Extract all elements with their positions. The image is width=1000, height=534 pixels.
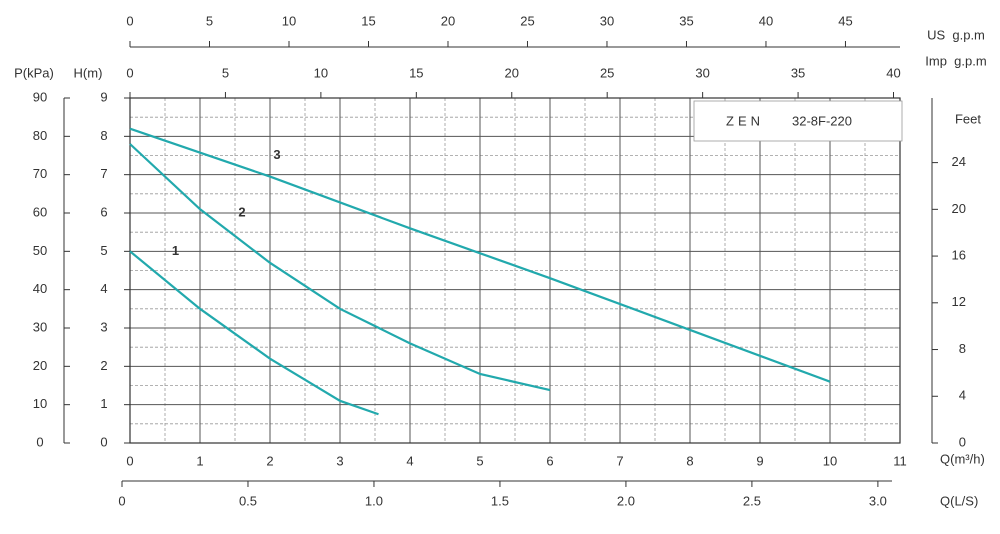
y-tick-label: 8 [100,128,107,143]
curve-label: 1 [172,243,179,258]
axis-tick-label: 80 [33,128,47,143]
x-tick-label: 7 [616,453,623,468]
axis-tick-label: 12 [952,294,966,309]
axis-tick-label: 20 [505,65,519,80]
axis-tick-label: 90 [33,89,47,104]
axis-tick-label: 35 [679,13,693,28]
axis-tick-label: 20 [33,358,47,373]
x-tick-label: 8 [686,453,693,468]
x-tick-label: 5 [476,453,483,468]
axis-tick-label: 25 [520,13,534,28]
y-tick-label: 6 [100,204,107,219]
axis-tick-label: 5 [206,13,213,28]
axis-tick-label: 8 [959,341,966,356]
axis-tick-label: 15 [409,65,423,80]
x-tick-label: 0 [126,453,133,468]
axis-tick-label: 0 [126,65,133,80]
axis-label: US g.p.m [927,27,985,42]
axis-tick-label: 15 [361,13,375,28]
axis-tick-label: 35 [791,65,805,80]
logo-box [693,100,903,142]
axis-tick-label: 70 [33,166,47,181]
axis-tick-label: 0 [126,13,133,28]
axis-tick-label: 5 [222,65,229,80]
brand: ZEN [726,113,764,128]
x-tick-label: 11 [893,453,907,468]
axis-tick-label: 40 [33,281,47,296]
model: 32-8F-220 [792,113,852,128]
axis-tick-label: 16 [952,248,966,263]
axis-tick-label: 40 [759,13,773,28]
axis-tick-label: 0.5 [239,493,257,508]
axis-tick-label: 1.5 [491,493,509,508]
axis-label: Q(L/S) [940,493,978,508]
axis-tick-label: 25 [600,65,614,80]
y-tick-label: 2 [100,358,107,373]
axis-tick-label: 10 [314,65,328,80]
axis-tick-label: 60 [33,204,47,219]
axis-tick-label: 20 [441,13,455,28]
axis-tick-label: 30 [33,319,47,334]
x-tick-label: 2 [266,453,273,468]
axis-tick-label: 10 [282,13,296,28]
curve-label: 3 [273,147,280,162]
y-tick-label: 9 [100,89,107,104]
x-tick-label: 1 [196,453,203,468]
axis-label: Imp g.p.m [925,53,986,68]
y-axis-label: H(m) [74,65,103,80]
x-tick-label: 6 [546,453,553,468]
axis-tick-label: 30 [600,13,614,28]
y-tick-label: 4 [100,281,107,296]
y-tick-label: 5 [100,243,107,258]
axis-tick-label: 2.5 [743,493,761,508]
curve-label: 2 [238,204,245,219]
axis-tick-label: 24 [952,154,966,169]
y-tick-label: 3 [100,319,107,334]
axis-tick-label: 2.0 [617,493,635,508]
x-axis-label: Q(m³/h) [940,451,985,466]
axis-tick-label: 3.0 [869,493,887,508]
axis-tick-label: 1.0 [365,493,383,508]
axis-tick-label: 10 [33,396,47,411]
axis-tick-label: 40 [886,65,900,80]
axis-tick-label: 50 [33,243,47,258]
axis-tick-label: 0 [36,434,43,449]
x-tick-label: 9 [756,453,763,468]
axis-tick-label: 45 [838,13,852,28]
y-tick-label: 7 [100,166,107,181]
pump-curve [129,143,551,392]
axis-label: Feet [955,111,981,126]
axis-tick-label: 0 [959,434,966,449]
axis-tick-label: 20 [952,201,966,216]
axis-tick-label: 4 [959,388,966,403]
axis-label: P(kPa) [14,65,54,80]
axis-tick-label: 0 [118,493,125,508]
x-tick-label: 10 [823,453,837,468]
y-tick-label: 1 [100,396,107,411]
pump-curve [129,250,379,416]
y-tick-label: 0 [100,434,107,449]
x-tick-label: 3 [336,453,343,468]
pump-curve [129,127,831,383]
x-tick-label: 4 [406,453,413,468]
axis-tick-label: 30 [695,65,709,80]
